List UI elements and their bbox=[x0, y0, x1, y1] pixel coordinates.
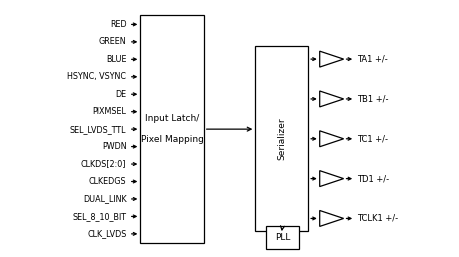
Text: BLUE: BLUE bbox=[106, 55, 126, 64]
Text: Serializer: Serializer bbox=[277, 117, 285, 160]
Text: DUAL_LINK: DUAL_LINK bbox=[83, 195, 126, 204]
Bar bbox=[140, 15, 203, 243]
Text: DE: DE bbox=[115, 90, 126, 99]
Text: TD1 +/-: TD1 +/- bbox=[357, 174, 389, 183]
Text: TA1 +/-: TA1 +/- bbox=[357, 54, 387, 64]
Text: CLKDS[2:0]: CLKDS[2:0] bbox=[81, 160, 126, 169]
Polygon shape bbox=[319, 171, 343, 187]
Bar bbox=[265, 226, 298, 249]
Text: SEL_LVDS_TTL: SEL_LVDS_TTL bbox=[70, 125, 126, 134]
Text: PLL: PLL bbox=[274, 233, 290, 242]
Text: TB1 +/-: TB1 +/- bbox=[357, 94, 388, 104]
Polygon shape bbox=[319, 131, 343, 147]
Text: TCLK1 +/-: TCLK1 +/- bbox=[357, 214, 397, 223]
Text: HSYNC, VSYNC: HSYNC, VSYNC bbox=[67, 72, 126, 81]
Polygon shape bbox=[319, 210, 343, 226]
Text: Pixel Mapping: Pixel Mapping bbox=[140, 135, 203, 144]
Bar bbox=[255, 46, 308, 231]
Text: Input Latch/: Input Latch/ bbox=[145, 114, 199, 123]
Text: SEL_8_10_BIT: SEL_8_10_BIT bbox=[73, 212, 126, 221]
Polygon shape bbox=[319, 51, 343, 67]
Text: CLK_LVDS: CLK_LVDS bbox=[87, 229, 126, 238]
Text: PWDN: PWDN bbox=[101, 142, 126, 151]
Text: PIXMSEL: PIXMSEL bbox=[92, 107, 126, 116]
Text: RED: RED bbox=[110, 20, 126, 29]
Text: CLKEDGS: CLKEDGS bbox=[89, 177, 126, 186]
Polygon shape bbox=[319, 91, 343, 107]
Text: GREEN: GREEN bbox=[99, 37, 126, 46]
Text: TC1 +/-: TC1 +/- bbox=[357, 134, 387, 143]
